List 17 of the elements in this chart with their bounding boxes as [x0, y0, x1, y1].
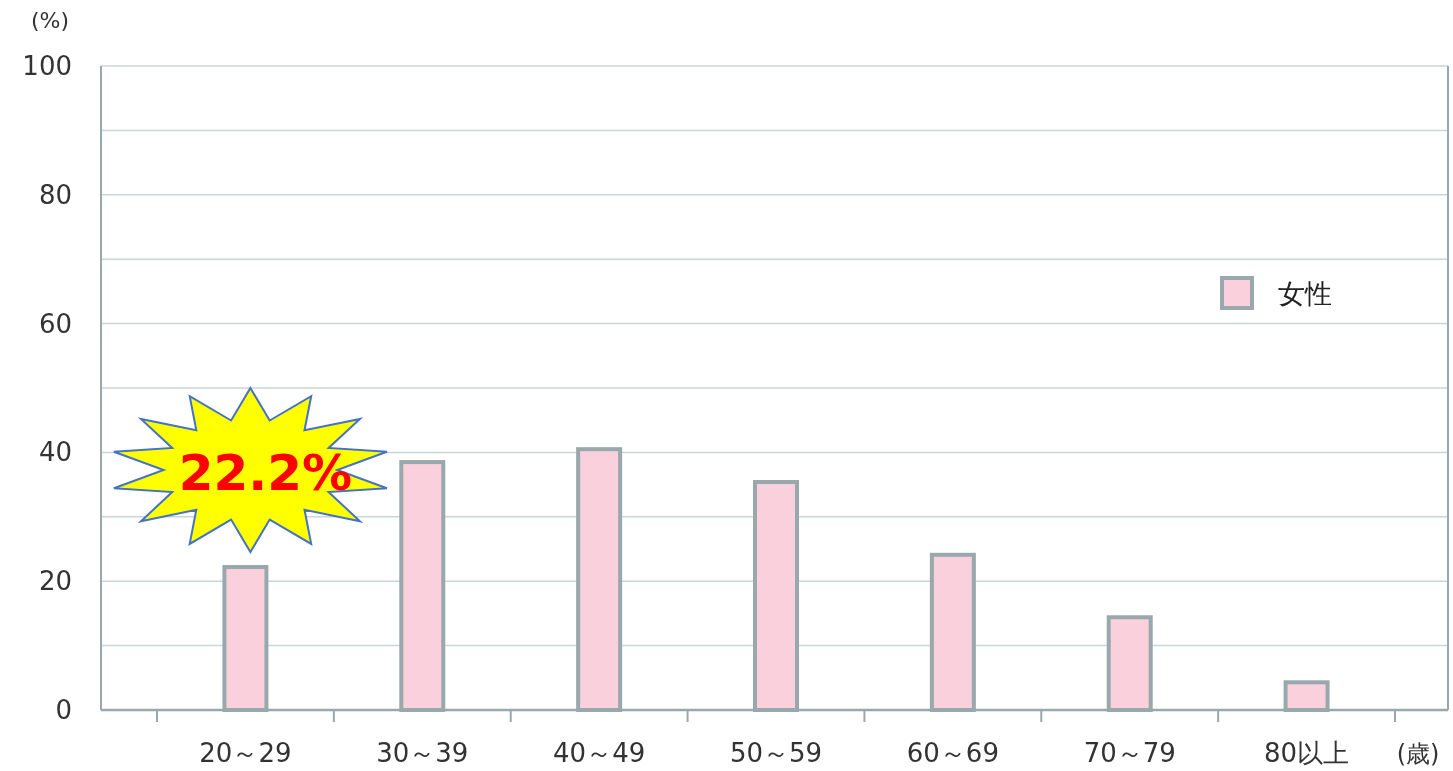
y-axis-title: (%) — [30, 8, 70, 33]
y-tick-label: 80 — [38, 179, 72, 210]
y-tick-label: 20 — [38, 566, 72, 597]
y-tick-label: 0 — [55, 695, 72, 725]
x-axis-title: (歳) — [1396, 740, 1440, 768]
x-tick-label: 40～49 — [553, 738, 646, 768]
x-tick-label: 70～79 — [1083, 738, 1176, 768]
y-tick-label: 60 — [38, 308, 72, 339]
x-tick-label: 20～29 — [199, 738, 292, 768]
y-tick-label: 40 — [38, 437, 72, 468]
x-tick-label: 50～59 — [729, 738, 823, 768]
y-tick-label: 100 — [22, 51, 72, 81]
x-tick-label: 30～39 — [376, 738, 469, 768]
legend-label: 女性 — [1278, 278, 1332, 309]
annotation: 22.2% — [178, 444, 353, 503]
x-tick-label: 80以上 — [1264, 738, 1350, 768]
x-tick-label: 60～69 — [906, 738, 999, 768]
